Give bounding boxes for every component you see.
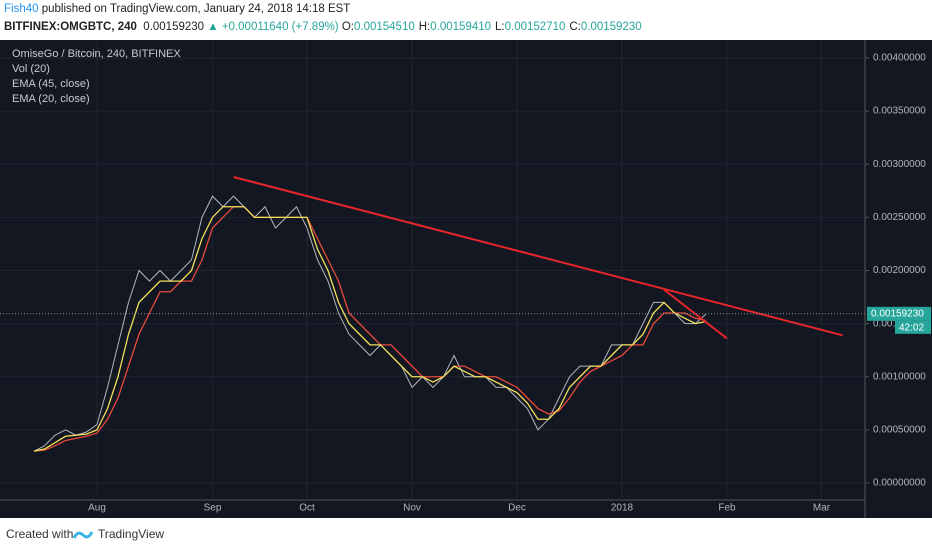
series-line	[33, 206, 707, 452]
trendline	[233, 176, 843, 337]
last-price-box	[867, 306, 931, 321]
chart: 0.000000000.000500000.001000000.00150000…	[0, 40, 932, 518]
x-tick-label: 2018	[611, 503, 634, 514]
x-tick-label: Feb	[718, 503, 736, 514]
chart-bg	[0, 40, 932, 518]
y-tick-label: 0.00050000	[873, 425, 926, 436]
legend-text: Vol (20)	[12, 63, 50, 75]
x-tick-label: Dec	[508, 503, 526, 514]
ohlc-value: 0.00159230	[580, 21, 642, 33]
ohlc-value: 0.00159410	[430, 21, 492, 33]
published: published on TradingView.com, January 24…	[41, 3, 351, 15]
created: Created with	[6, 527, 74, 541]
y-tick-label: 0.00350000	[873, 106, 926, 117]
ohlc-value: 0.00152710	[504, 21, 566, 33]
ohlc-value: 0.00154510	[353, 21, 415, 33]
y-tick-label: 0.00100000	[873, 371, 926, 382]
x-tick-label: Mar	[813, 503, 831, 514]
ohlc-label: C:	[569, 21, 581, 33]
logo	[72, 531, 94, 539]
symbol-line: BITFINEX:OMGBTC, 240 0.00159230 ▲ +0.000…	[4, 21, 646, 33]
x-tick-label: Oct	[299, 503, 315, 514]
legend-text: EMA (45, close)	[12, 78, 90, 90]
publish-line: Fish40 published on TradingView.com, Jan…	[4, 3, 350, 15]
brand[interactable]: TradingView	[98, 527, 165, 541]
y-tick-label: 0.00250000	[873, 212, 926, 223]
countdown-box	[895, 320, 931, 334]
author[interactable]: Fish40	[4, 3, 39, 15]
legend-text: EMA (20, close)	[12, 93, 90, 105]
y-tick-label: 0.00000000	[873, 478, 926, 489]
x-tick-label: Aug	[88, 503, 106, 514]
price: 0.00159230	[143, 21, 205, 33]
ohlc-label: L:	[495, 21, 505, 33]
legend-text: OmiseGo / Bitcoin, 240, BITFINEX	[12, 48, 181, 60]
trendline	[663, 288, 728, 340]
symbol: BITFINEX:OMGBTC, 240	[4, 21, 137, 33]
y-tick-label: 0.00200000	[873, 265, 926, 276]
ohlc: O:0.00154510 H:0.00159410 L:0.00152710 C:0.…	[342, 21, 646, 33]
series-line	[33, 206, 707, 452]
x-tick-label: Nov	[403, 503, 421, 514]
change: ▲ +0.00011640 (+7.89%)	[207, 21, 339, 33]
countdown: 42:02	[899, 322, 924, 333]
last-price-label: 0.00159230	[871, 308, 924, 319]
y-tick-label: 0.00400000	[873, 53, 926, 64]
ohlc-label: O:	[341, 21, 354, 33]
x-tick-label: Sep	[204, 503, 222, 514]
ohlc-label: H:	[418, 21, 431, 33]
y-tick-label: 0.00300000	[873, 159, 926, 170]
